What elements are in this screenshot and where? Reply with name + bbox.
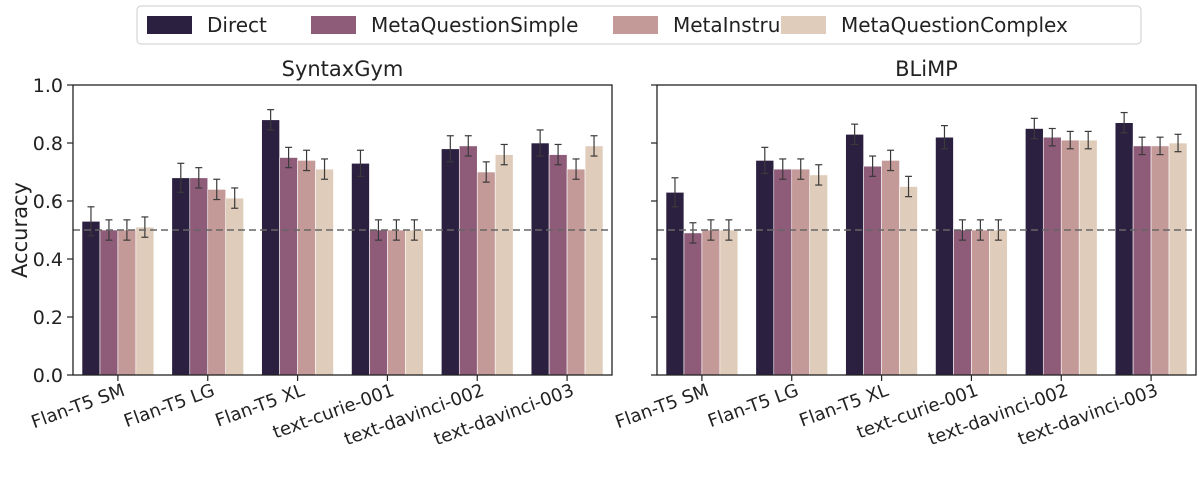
bar-p0-s3-c3 (405, 229, 424, 376)
bar-p0-s1-c5 (548, 154, 568, 376)
bar-p1-s0-c4 (1025, 128, 1044, 376)
bar-p1-s3-c5 (1168, 142, 1188, 376)
legend-swatch-1 (311, 16, 356, 34)
bar-p0-s2-c5 (566, 168, 586, 376)
bar-p1-s3-c3 (989, 229, 1008, 376)
bar-p0-s0-c5 (530, 142, 550, 376)
panel-frame-1 (656, 84, 1197, 376)
bar-p0-s0-c2 (261, 119, 280, 376)
y-axis-label: Accuracy (8, 182, 32, 278)
bar-p1-s1-c3 (953, 229, 972, 376)
bar-p0-s1-c1 (189, 177, 209, 376)
bar-p1-s0-c1 (755, 160, 775, 376)
ytick-label-0: 0.0 (33, 365, 63, 387)
bar-p1-s2-c1 (791, 168, 811, 376)
panel-title-0: SyntaxGym (282, 57, 404, 81)
xtick-label-p0-0: Flan-T5 SM (29, 380, 128, 433)
bar-p1-s1-c5 (1132, 145, 1152, 376)
bar-p0-s2-c2 (297, 160, 316, 376)
ytick-label-3: 0.6 (33, 191, 63, 213)
bar-p0-s3-c1 (225, 197, 244, 376)
bar-p0-s3-c0 (135, 226, 155, 376)
legend-swatch-3 (781, 16, 826, 34)
ytick-label-2: 0.4 (33, 249, 63, 271)
bar-p0-s2-c1 (207, 189, 227, 376)
bar-p1-s3-c4 (1078, 139, 1098, 376)
ytick-label-4: 0.8 (33, 133, 63, 155)
bar-p1-s0-c5 (1114, 122, 1134, 376)
legend-label-0: Direct (207, 13, 267, 37)
bar-p0-s2-c0 (117, 229, 137, 376)
bar-p1-s1-c2 (863, 165, 882, 376)
bar-p0-s1-c4 (458, 145, 478, 376)
bar-p1-s2-c3 (971, 229, 990, 376)
bar-p0-s0-c3 (351, 163, 370, 376)
bar-p1-s3-c0 (719, 229, 739, 376)
bar-p1-s1-c0 (683, 232, 703, 376)
bar-p1-s2-c5 (1150, 145, 1170, 376)
legend-label-1: MetaQuestionSimple (371, 13, 578, 37)
bar-p1-s0-c2 (845, 134, 864, 376)
legend-swatch-0 (147, 16, 192, 34)
bar-p0-s0-c4 (441, 148, 460, 376)
bar-p1-s2-c2 (881, 160, 900, 376)
bar-p0-s3-c5 (584, 145, 604, 376)
ytick-label-1: 0.2 (33, 307, 63, 329)
xtick-label-p1-1: Flan-T5 LG (705, 380, 801, 432)
legend-swatch-2 (613, 16, 658, 34)
bar-p0-s1-c0 (99, 229, 119, 376)
bar-p0-s2-c4 (476, 171, 496, 376)
bar-p0-s3-c2 (315, 168, 334, 376)
bar-p0-s0-c1 (171, 177, 191, 376)
ytick-label-5: 1.0 (33, 75, 63, 97)
legend-label-2: MetaInstruct (673, 13, 799, 37)
bar-p1-s3-c1 (809, 174, 828, 376)
bar-p0-s1-c2 (279, 157, 298, 376)
bar-p1-s2-c0 (701, 229, 721, 376)
legend-label-3: MetaQuestionComplex (841, 13, 1068, 37)
bar-p1-s1-c4 (1042, 136, 1062, 376)
bar-p1-s2-c4 (1060, 139, 1080, 376)
xtick-label-p0-1: Flan-T5 LG (121, 380, 217, 432)
bar-p0-s0-c0 (81, 221, 101, 376)
xtick-label-p1-0: Flan-T5 SM (613, 380, 712, 433)
bar-p0-s3-c4 (494, 154, 514, 376)
panel-frame-0 (72, 84, 613, 376)
bar-p1-s1-c1 (773, 168, 793, 376)
bar-p1-s3-c2 (899, 186, 918, 376)
bar-p1-s0-c0 (665, 192, 685, 376)
bar-p1-s0-c3 (935, 136, 954, 376)
bar-p0-s2-c3 (387, 229, 406, 376)
bar-p0-s1-c3 (369, 229, 388, 376)
panel-title-1: BLiMP (895, 57, 958, 81)
